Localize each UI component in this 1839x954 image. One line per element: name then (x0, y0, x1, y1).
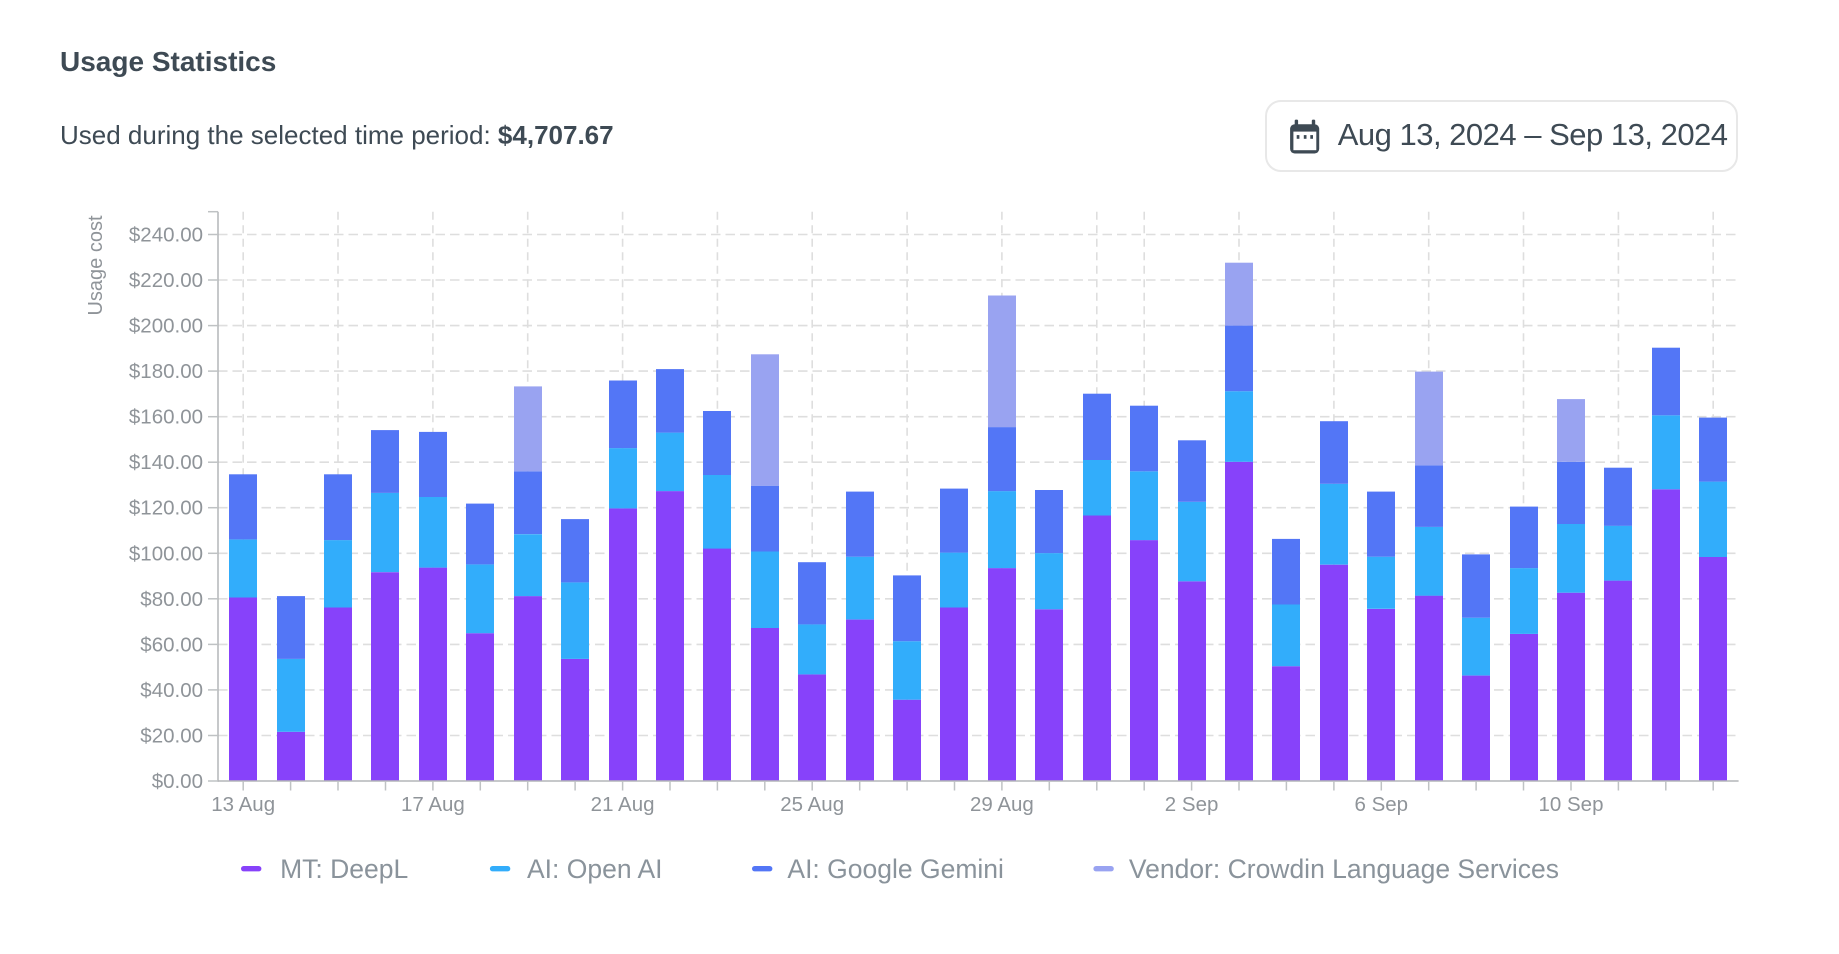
svg-text:$20.00: $20.00 (140, 725, 203, 748)
svg-text:$120.00: $120.00 (129, 497, 203, 520)
svg-text:$80.00: $80.00 (140, 588, 203, 611)
svg-text:6 Sep: 6 Sep (1355, 793, 1409, 816)
svg-text:$60.00: $60.00 (140, 633, 203, 656)
svg-text:AI: Open AI: AI: Open AI (527, 854, 663, 884)
svg-text:$200.00: $200.00 (129, 315, 203, 338)
svg-text:25 Aug: 25 Aug (780, 793, 844, 816)
svg-text:Usage cost: Usage cost (85, 215, 107, 315)
svg-text:21 Aug: 21 Aug (591, 793, 655, 816)
svg-text:2 Sep: 2 Sep (1165, 793, 1219, 816)
svg-text:$0.00: $0.00 (152, 770, 203, 793)
svg-text:$180.00: $180.00 (129, 360, 203, 383)
svg-text:17 Aug: 17 Aug (401, 793, 465, 816)
svg-text:$160.00: $160.00 (129, 406, 203, 429)
svg-text:MT: DeepL: MT: DeepL (280, 854, 408, 884)
svg-text:13 Aug: 13 Aug (211, 793, 275, 816)
svg-text:$40.00: $40.00 (140, 679, 203, 702)
svg-text:$240.00: $240.00 (129, 224, 203, 247)
svg-text:AI: Google Gemini: AI: Google Gemini (787, 854, 1004, 884)
svg-text:10 Sep: 10 Sep (1539, 793, 1604, 816)
svg-text:29 Aug: 29 Aug (970, 793, 1034, 816)
svg-text:$220.00: $220.00 (129, 269, 203, 292)
svg-text:Vendor: Crowdin Language Servi: Vendor: Crowdin Language Services (1129, 854, 1559, 884)
svg-text:$140.00: $140.00 (129, 451, 203, 474)
svg-text:$100.00: $100.00 (129, 542, 203, 565)
